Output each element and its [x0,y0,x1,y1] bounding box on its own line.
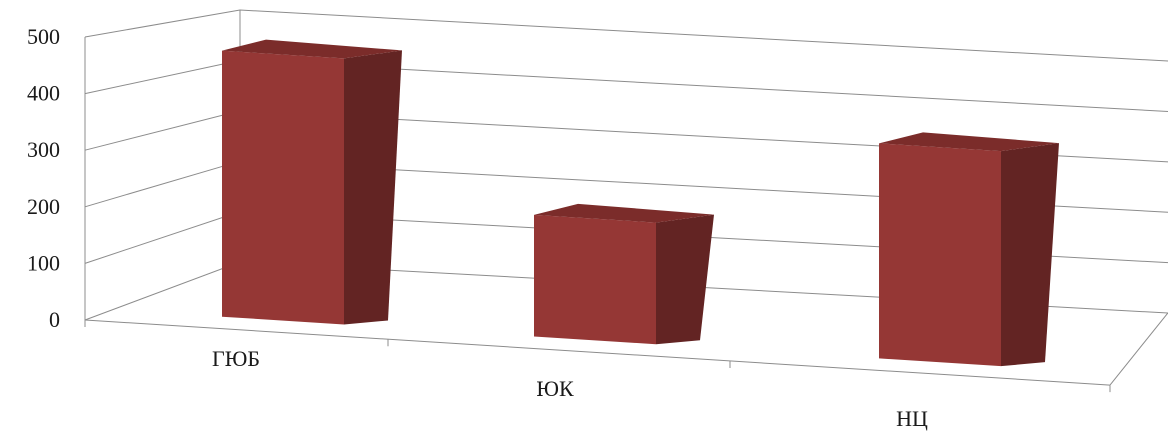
y-tick-labels: 0 100 200 300 400 500 [27,24,60,332]
floor-edge [1109,312,1168,386]
y-tick-label: 100 [27,250,60,275]
bar-top [534,203,714,223]
x-category-label: ЮК [536,376,574,401]
y-tick-label: 200 [27,194,60,219]
bar-front [534,214,656,345]
x-category-label: ГЮБ [212,346,260,371]
bar-top [222,39,402,59]
y-tick-label: 0 [49,307,60,332]
y-tick-label: 400 [27,81,60,106]
axis-layer [84,10,1168,393]
bar-ЮК [534,203,714,345]
bar-layer [222,39,1059,367]
bar-front [879,143,1001,367]
x-axis-line [84,319,1111,386]
bar-side [1001,143,1059,367]
bar-side [656,214,714,345]
y-tick-label: 500 [27,24,60,49]
y-tick-label: 300 [27,137,60,162]
x-category-label: НЦ [896,406,928,431]
bar-front [222,50,344,325]
category-labels: ГЮБ ЮК НЦ [212,346,928,431]
bar-НЦ [879,132,1059,367]
bar-ГЮБ [222,39,402,325]
bar-side [344,50,402,325]
bar-top [879,132,1059,152]
